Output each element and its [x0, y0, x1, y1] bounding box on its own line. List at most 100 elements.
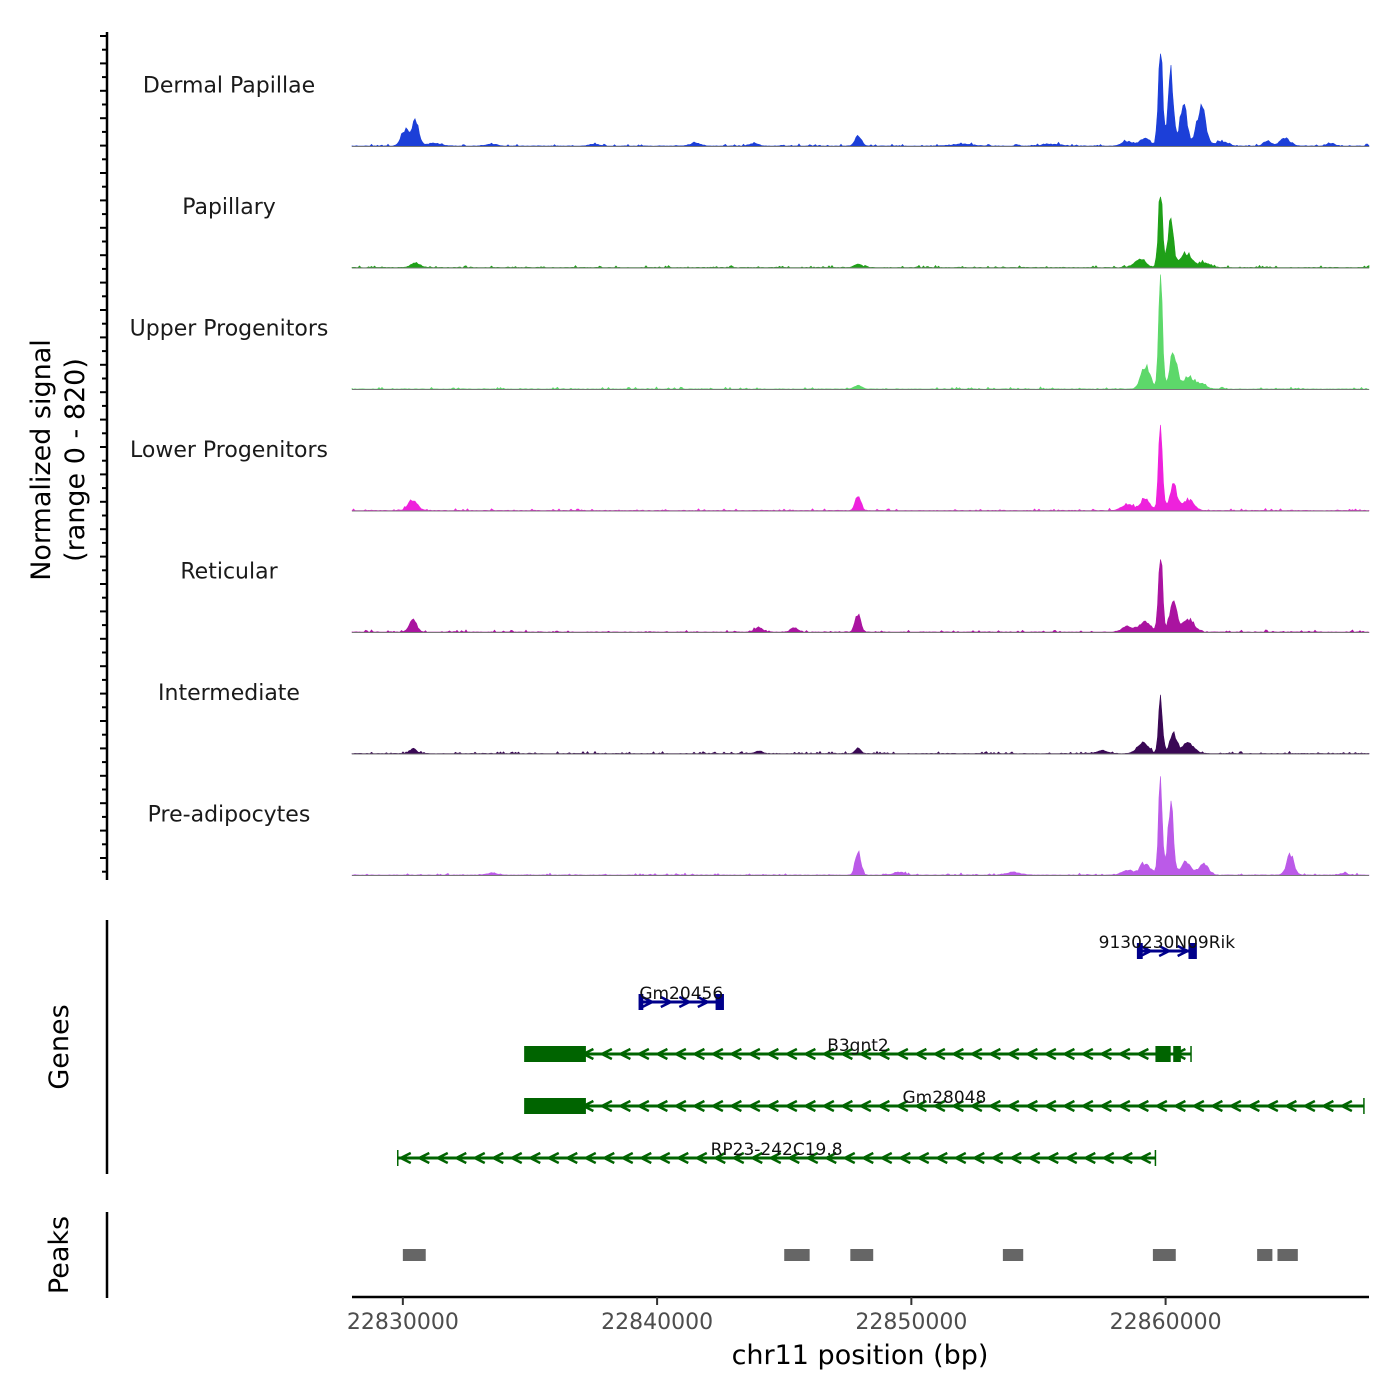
- strand-chevron: [969, 1047, 983, 1061]
- peak-region: [850, 1249, 874, 1261]
- gene-label: RP23-242C19.8: [711, 1140, 843, 1160]
- strand-chevron: [582, 1151, 597, 1165]
- strand-chevron: [636, 1047, 650, 1061]
- strand-chevron: [895, 1099, 909, 1113]
- track-label: Dermal Papillae: [143, 74, 315, 99]
- strand-chevron: [636, 1099, 650, 1113]
- strand-chevron: [767, 1151, 782, 1165]
- coverage-track: Lower Progenitors: [130, 424, 1370, 512]
- strand-chevron: [932, 1099, 946, 1113]
- strand-chevron: [617, 1047, 631, 1061]
- strand-chevron: [839, 1099, 853, 1113]
- coverage-area: [351, 53, 1370, 147]
- strand-chevron: [654, 1099, 668, 1113]
- y-axis-title-line2: (range 0 - 820): [60, 358, 91, 562]
- strand-chevron: [784, 1047, 798, 1061]
- strand-chevron: [950, 1047, 964, 1061]
- strand-chevron: [1080, 1047, 1094, 1061]
- strand-chevron: [821, 1047, 835, 1061]
- track-label: Reticular: [180, 560, 278, 585]
- coverage-area: [351, 424, 1370, 512]
- strand-chevron: [1098, 1099, 1112, 1113]
- strand-chevron: [490, 1151, 504, 1165]
- strand-chevron: [617, 1099, 631, 1113]
- genes-panel-label: Genes: [44, 1004, 75, 1089]
- signal-y-axis: [100, 32, 109, 880]
- strand-chevron: [1209, 1099, 1223, 1113]
- strand-chevron: [1117, 1099, 1131, 1113]
- strand-chevron: [932, 1047, 946, 1061]
- strand-chevron: [1026, 1151, 1041, 1165]
- strand-chevron: [969, 1099, 983, 1113]
- track-label: Papillary: [182, 195, 276, 220]
- gene-label: Gm20456: [639, 984, 723, 1004]
- strand-chevron: [1135, 1047, 1149, 1061]
- x-tick-label: 22830000: [347, 1310, 459, 1335]
- track-label: Intermediate: [158, 681, 300, 706]
- coverage-track: Dermal Papillae: [143, 53, 1370, 147]
- x-tick-label: 22850000: [855, 1310, 967, 1335]
- peak-region: [402, 1249, 426, 1261]
- strand-chevron: [397, 1151, 412, 1165]
- strand-chevron: [821, 1099, 835, 1113]
- strand-chevron: [1082, 1151, 1096, 1165]
- peak-region: [1152, 1249, 1176, 1261]
- coverage-area: [351, 559, 1370, 633]
- strand-chevron: [728, 1047, 742, 1061]
- strand-chevron: [675, 1151, 689, 1165]
- strand-chevron: [1302, 1099, 1316, 1113]
- gene-exon: [1155, 1046, 1171, 1062]
- strand-chevron: [1061, 1099, 1075, 1113]
- strand-chevron: [860, 1151, 874, 1165]
- coverage-track: Upper Progenitors: [130, 274, 1370, 390]
- strand-chevron: [1100, 1151, 1115, 1165]
- gene-exon: [1173, 1046, 1181, 1062]
- gene-model: Gm20456: [638, 984, 724, 1010]
- peak-region: [1277, 1249, 1298, 1261]
- peak-region: [784, 1249, 810, 1261]
- coverage-track: Intermediate: [158, 681, 1370, 755]
- strand-chevron: [802, 1047, 816, 1061]
- strand-chevron: [749, 1151, 763, 1165]
- strand-chevron: [913, 1099, 927, 1113]
- strand-chevron: [712, 1151, 726, 1165]
- strand-chevron: [1135, 1099, 1149, 1113]
- strand-chevron: [895, 1047, 909, 1061]
- strand-chevron: [804, 1151, 819, 1165]
- strand-chevron: [673, 1047, 687, 1061]
- strand-chevron: [660, 995, 674, 1009]
- coverage-track: Pre-adipocytes: [148, 776, 1370, 876]
- strand-chevron: [453, 1151, 467, 1165]
- strand-chevron: [1320, 1099, 1334, 1113]
- strand-chevron: [1339, 1099, 1353, 1113]
- strand-chevron: [1246, 1099, 1260, 1113]
- strand-chevron: [599, 1099, 613, 1113]
- strand-chevron: [1061, 1047, 1075, 1061]
- strand-chevron: [728, 1099, 742, 1113]
- strand-chevron: [1140, 944, 1154, 958]
- gene-label: Gm28048: [902, 1088, 986, 1108]
- strand-chevron: [934, 1151, 948, 1165]
- strand-chevron: [858, 1099, 872, 1113]
- strand-chevron: [876, 1047, 890, 1061]
- strand-chevron: [641, 995, 656, 1009]
- strand-chevron: [1080, 1099, 1094, 1113]
- strand-chevron: [545, 1151, 560, 1165]
- strand-chevron: [564, 1151, 578, 1165]
- peak-region: [1002, 1249, 1024, 1261]
- strand-chevron: [878, 1151, 893, 1165]
- strand-chevron: [1177, 944, 1191, 958]
- strand-chevron: [987, 1099, 1001, 1113]
- gene-exon: [1137, 943, 1143, 959]
- coverage-track: Reticular: [180, 559, 1370, 633]
- gene-model: B3gnt2: [524, 1036, 1192, 1062]
- strand-chevron: [1117, 1047, 1131, 1061]
- peak-region: [1257, 1249, 1273, 1261]
- coverage-area: [351, 196, 1370, 269]
- strand-chevron: [1043, 1047, 1057, 1061]
- strand-chevron: [434, 1151, 449, 1165]
- strand-chevron: [1006, 1047, 1020, 1061]
- strand-chevron: [1191, 1099, 1205, 1113]
- strand-chevron: [971, 1151, 985, 1165]
- strand-chevron: [654, 1047, 668, 1061]
